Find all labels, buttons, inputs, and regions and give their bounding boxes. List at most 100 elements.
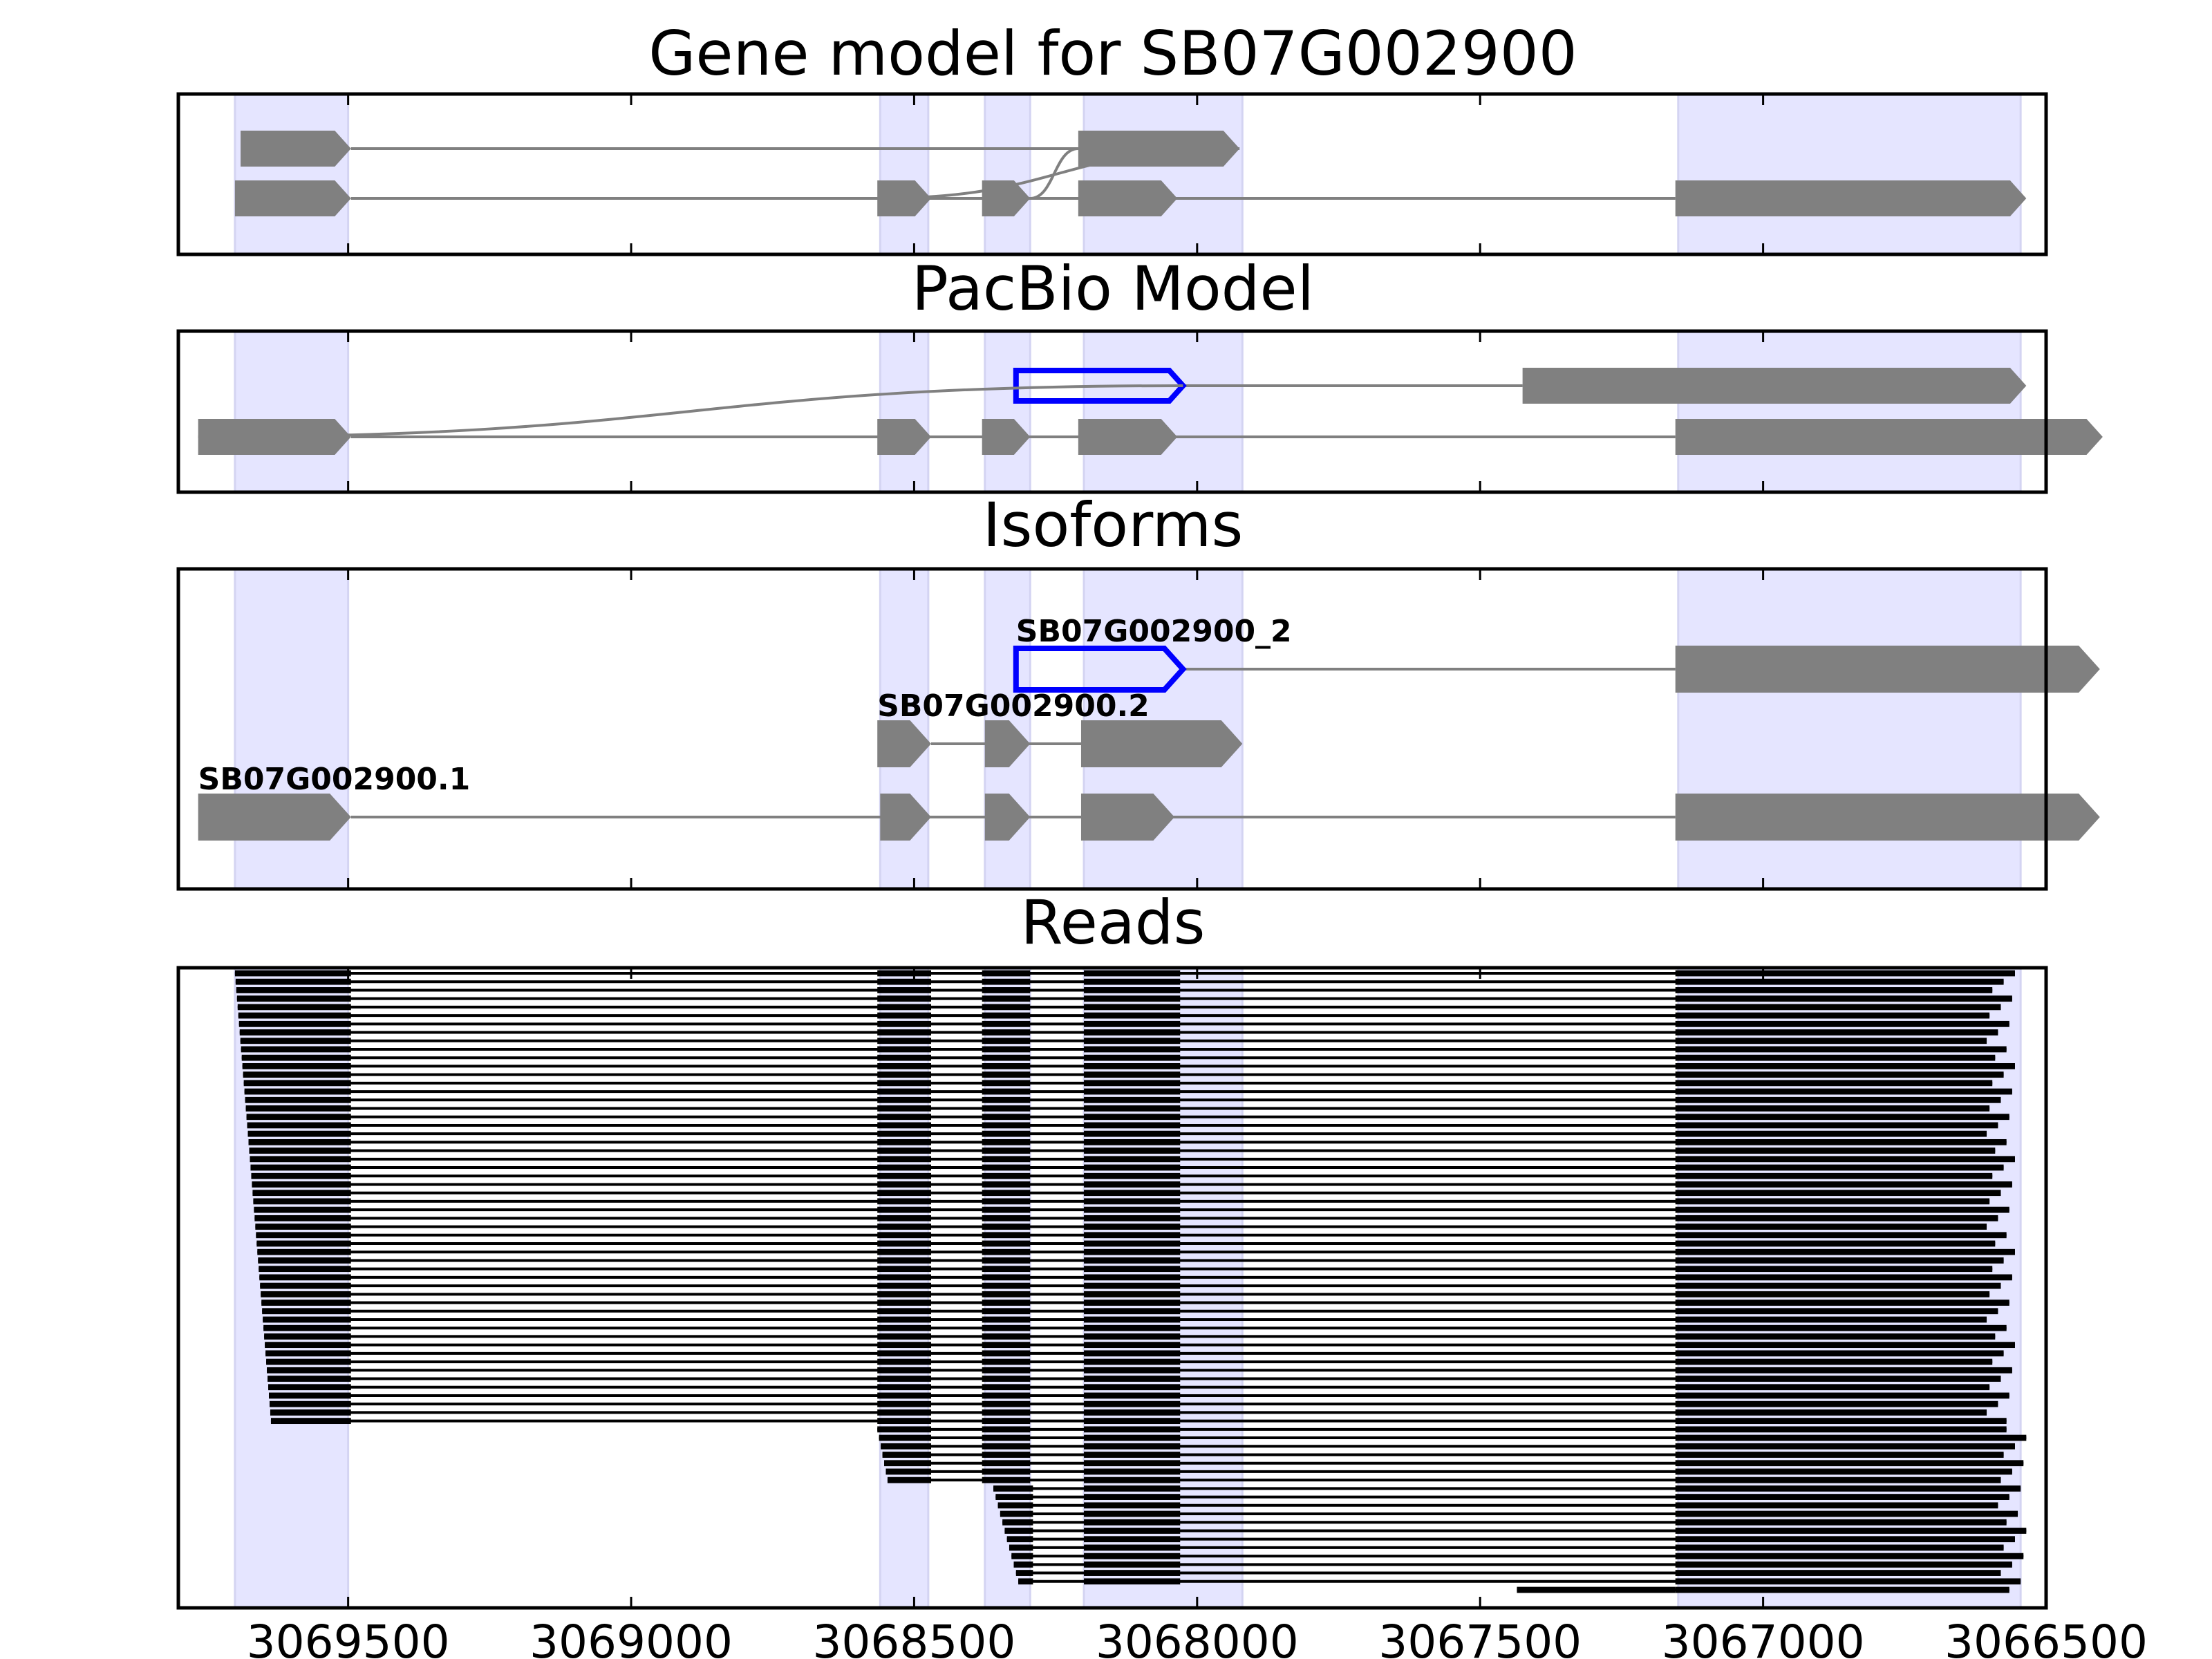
read-block — [256, 1240, 351, 1247]
read-block — [1084, 1257, 1181, 1264]
read-block — [982, 1046, 1031, 1053]
read-block — [982, 987, 1031, 993]
shaded-region — [879, 93, 930, 256]
read-block — [1002, 1519, 1033, 1526]
read-block — [1084, 1494, 1181, 1500]
read-block — [1675, 1426, 2007, 1433]
read-block — [877, 1046, 931, 1053]
read-block — [1675, 1485, 2021, 1492]
read-block — [982, 1384, 1031, 1391]
read-block — [234, 970, 351, 977]
read-block — [1084, 1198, 1181, 1205]
read-block — [269, 1400, 351, 1407]
read-block — [995, 1494, 1033, 1500]
read-block — [877, 1114, 931, 1121]
read-block — [265, 1342, 351, 1349]
read-block — [877, 1181, 931, 1188]
read-block — [877, 1392, 931, 1399]
read-block — [982, 1088, 1031, 1095]
read-block — [982, 1080, 1031, 1087]
panel-title-gene-model: Gene model for SB07G002900 — [648, 18, 1577, 89]
read-block — [982, 1181, 1031, 1188]
read-block — [877, 1038, 931, 1044]
read-block — [1675, 1570, 2001, 1576]
read-block — [267, 1367, 351, 1374]
read-block — [1675, 1392, 2009, 1399]
read-block — [260, 1282, 351, 1289]
read-block — [982, 1282, 1031, 1289]
read-block — [1675, 1434, 2027, 1441]
read-block — [993, 1485, 1033, 1492]
read-block — [982, 1477, 1031, 1483]
read-block — [1084, 1367, 1181, 1374]
isoform-label: SB07G002900.2 — [877, 688, 1150, 724]
read-block — [877, 1291, 931, 1297]
exon-block — [1080, 720, 1243, 767]
exon-block — [1080, 794, 1175, 841]
read-block — [877, 1308, 931, 1315]
read-block — [1675, 1257, 2004, 1264]
read-block — [982, 1400, 1031, 1407]
splice-connector — [877, 147, 1240, 200]
read-block — [877, 1333, 931, 1340]
read-block — [1084, 1046, 1181, 1053]
read-block — [1675, 978, 2004, 985]
panel-title-layer: Gene model for SB07G002900 PacBio Model … — [648, 18, 1577, 958]
read-block — [982, 1206, 1031, 1213]
read-block — [269, 1392, 351, 1399]
read-block — [982, 1114, 1031, 1121]
read-block — [877, 1409, 931, 1416]
read-block — [1675, 1164, 2004, 1171]
read-block — [877, 1063, 931, 1069]
read-block — [982, 1350, 1031, 1357]
read-block — [877, 1096, 931, 1103]
read-block — [877, 1300, 931, 1306]
read-block — [1675, 1468, 2012, 1475]
read-block — [982, 1240, 1031, 1247]
read-block — [982, 1012, 1031, 1019]
read-block — [1675, 1172, 1993, 1179]
exon-block — [984, 794, 1031, 841]
read-block — [982, 1164, 1031, 1171]
read-block — [982, 1460, 1031, 1467]
read-block — [241, 1046, 351, 1053]
read-block — [877, 1172, 931, 1179]
read-block — [887, 1477, 931, 1483]
read-block — [877, 1147, 931, 1154]
exon-block — [234, 180, 351, 216]
read-block — [1675, 1291, 1990, 1297]
read-block — [1084, 1324, 1181, 1331]
read-block — [253, 1198, 351, 1205]
read-block — [1675, 1071, 2004, 1078]
read-block — [256, 1232, 351, 1239]
read-block — [1084, 1316, 1181, 1323]
read-block — [877, 1282, 931, 1289]
read-block — [982, 1316, 1031, 1323]
read-block — [243, 1071, 351, 1078]
read-block — [982, 1122, 1031, 1129]
read-block — [1675, 1316, 1987, 1323]
read-block — [1084, 1080, 1181, 1087]
read-block — [982, 1443, 1031, 1450]
read-block — [1084, 1054, 1181, 1061]
read-block — [1675, 1038, 1987, 1044]
read-block — [877, 1376, 931, 1382]
read-block — [1084, 1114, 1181, 1121]
read-block — [877, 1248, 931, 1255]
read-block — [982, 1324, 1031, 1331]
read-block — [1084, 1096, 1181, 1103]
panel-title-pacbio-model: PacBio Model — [912, 253, 1314, 324]
exon-block — [241, 131, 351, 167]
read-block — [238, 1012, 351, 1019]
read-block — [1084, 1012, 1181, 1019]
read-block — [250, 1164, 351, 1171]
read-block — [877, 1198, 931, 1205]
exon-block — [1078, 419, 1178, 455]
read-block — [1084, 1384, 1181, 1391]
read-block — [268, 1376, 351, 1382]
read-block — [982, 1105, 1031, 1112]
x-axis: 3069500 3069000 3068500 3068000 3067500 30670… — [247, 1615, 2148, 1659]
read-block — [1675, 1138, 2007, 1145]
read-block — [1675, 970, 2015, 977]
exon-block — [877, 180, 931, 216]
